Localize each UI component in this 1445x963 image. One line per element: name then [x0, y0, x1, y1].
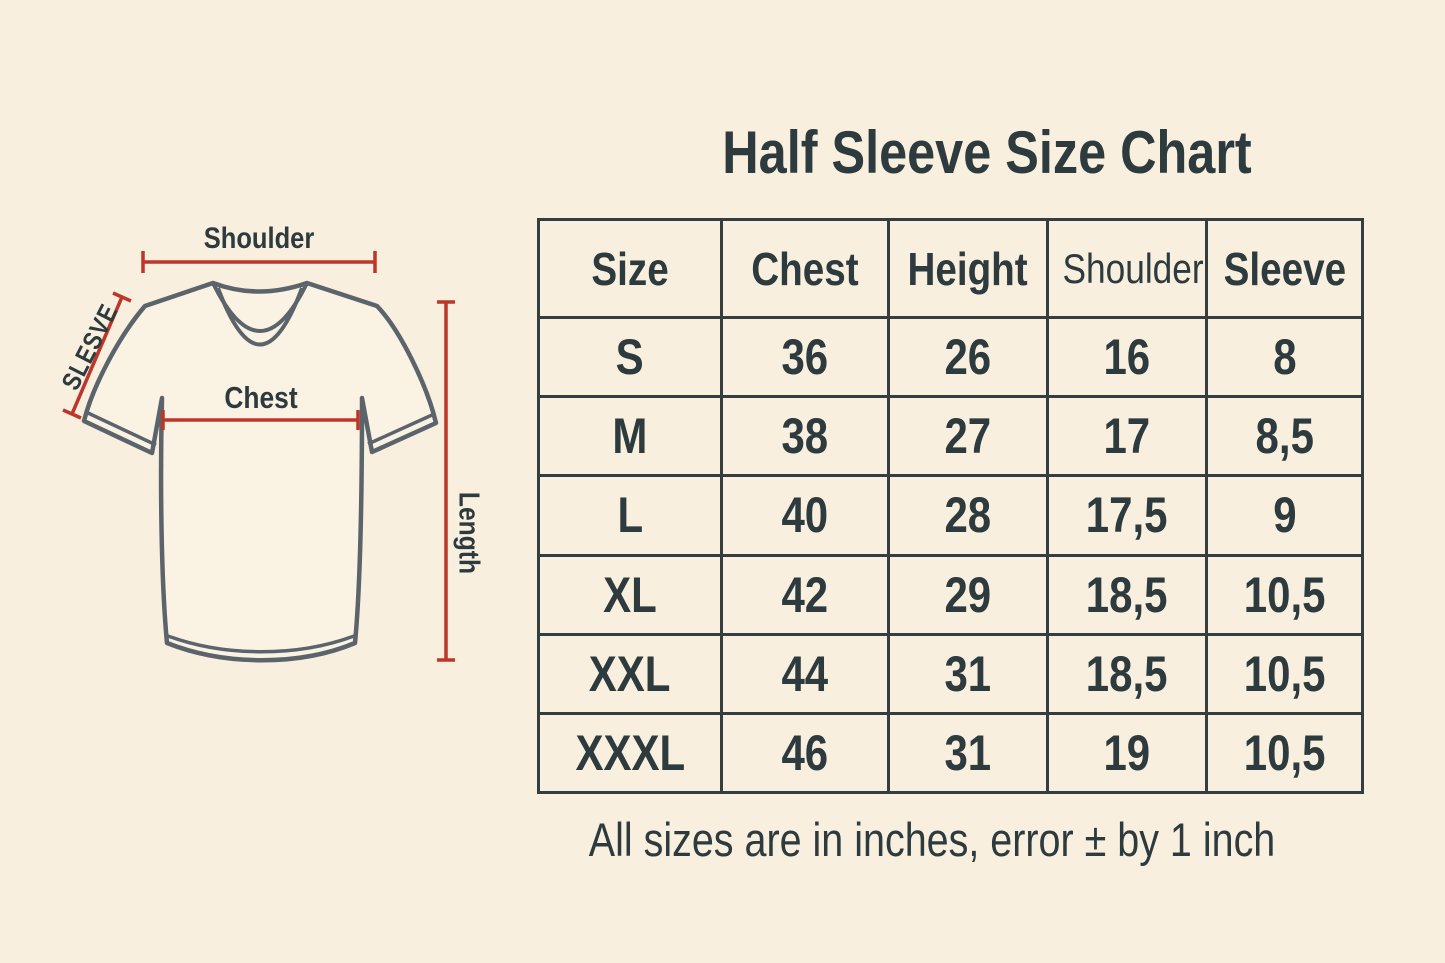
- tshirt-outline: [81, 280, 439, 663]
- cell-sleeve: 8: [1205, 316, 1364, 399]
- collar-band-inner-seam: [216, 287, 304, 347]
- cell-chest: 46: [720, 711, 890, 795]
- cell-size: XL: [537, 553, 723, 636]
- table-row-l: L 40 28 17,5 9: [537, 474, 1364, 557]
- table-row-xl: XL 42 29 18,5 10,5: [537, 553, 1364, 636]
- column-header-height: Height: [887, 217, 1049, 320]
- cell-chest: 36: [720, 316, 890, 399]
- cell-height: 31: [887, 711, 1049, 795]
- chest-measure-line: [161, 410, 360, 430]
- cell-shoulder: 17: [1046, 395, 1208, 478]
- cell-height: 28: [887, 474, 1049, 557]
- cell-size: XXL: [537, 632, 723, 715]
- shoulder-measure-line: [141, 251, 377, 273]
- cell-chest: 40: [720, 474, 890, 557]
- cell-chest: 38: [720, 395, 890, 478]
- table-header-row: Size Chest Height Shoulder Sleeve: [537, 217, 1364, 320]
- cell-shoulder: 18,5: [1046, 553, 1208, 636]
- table-row-s: S 36 26 16 8: [537, 316, 1364, 399]
- cell-sleeve: 10,5: [1205, 632, 1364, 715]
- cell-shoulder: 18,5: [1046, 632, 1208, 715]
- cell-sleeve: 10,5: [1205, 711, 1364, 795]
- size-table: Size Chest Height Shoulder Sleeve S 36 2…: [537, 217, 1364, 795]
- cell-sleeve: 10,5: [1205, 553, 1364, 636]
- page-title: Half Sleeve Size Chart: [672, 118, 1302, 187]
- cell-height: 27: [887, 395, 1049, 478]
- sleeve-measure-line: [62, 291, 132, 420]
- right-cuff-seam: [367, 413, 433, 446]
- page-title-text: Half Sleeve Size Chart: [722, 119, 1252, 186]
- hem-seam: [167, 634, 355, 654]
- cell-height: 26: [887, 316, 1049, 399]
- length-measure-label: Length: [452, 491, 485, 575]
- column-header-size: Size: [537, 217, 723, 320]
- units-footnote: All sizes are in inches, error ± by 1 in…: [523, 812, 1340, 867]
- cell-height: 31: [887, 632, 1049, 715]
- column-header-chest: Chest: [720, 217, 890, 320]
- cell-shoulder: 19: [1046, 711, 1208, 795]
- left-cuff-seam: [87, 411, 157, 447]
- cell-chest: 42: [720, 553, 890, 636]
- cell-shoulder: 17,5: [1046, 474, 1208, 557]
- shoulder-measure-label: Shoulder: [203, 222, 315, 255]
- cell-shoulder: 16: [1046, 316, 1208, 399]
- cell-sleeve: 8,5: [1205, 395, 1364, 478]
- cell-height: 29: [887, 553, 1049, 636]
- table-row-xxxl: XXXL 46 31 19 10,5: [537, 711, 1364, 795]
- cell-size: XXXL: [537, 711, 723, 795]
- cell-size: L: [537, 474, 723, 557]
- column-header-shoulder: Shoulder: [1046, 217, 1208, 320]
- column-header-sleeve: Sleeve: [1205, 217, 1364, 320]
- chest-measure-label: Chest: [224, 380, 298, 415]
- cell-size: S: [537, 316, 723, 399]
- cell-sleeve: 9: [1205, 474, 1364, 557]
- table-row-xxl: XXL 44 31 18,5 10,5: [537, 632, 1364, 715]
- units-footnote-text: All sizes are in inches, error ± by 1 in…: [588, 813, 1276, 866]
- length-measure-line: [437, 300, 455, 662]
- cell-size: M: [537, 395, 723, 478]
- tshirt-diagram: [62, 251, 455, 663]
- cell-chest: 44: [720, 632, 890, 715]
- table-row-m: M 38 27 17 8,5: [537, 395, 1364, 478]
